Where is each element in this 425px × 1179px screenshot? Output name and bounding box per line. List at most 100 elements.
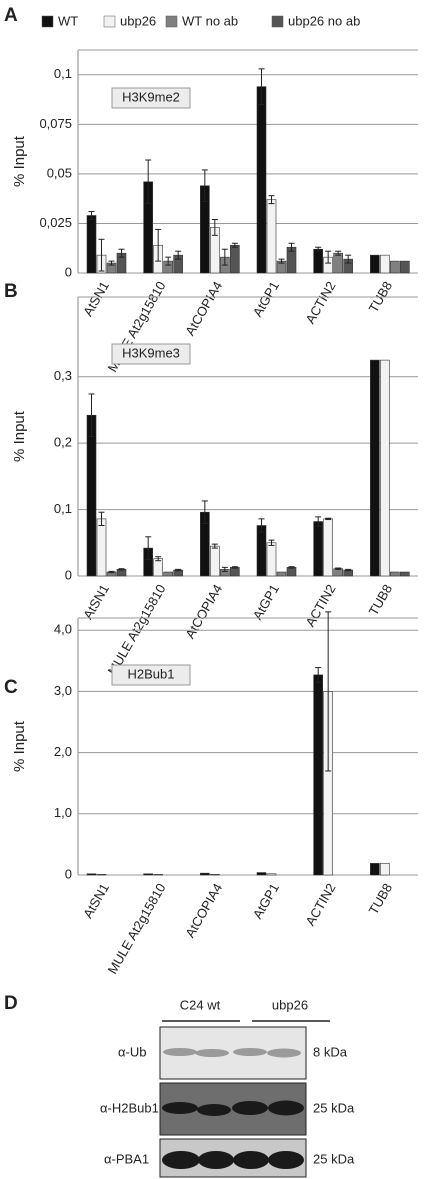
annotation-box	[111, 664, 191, 686]
x-tick-label: AtSN1	[80, 279, 112, 319]
error-bar	[211, 218, 218, 236]
y-tick-label: 0,1	[54, 501, 72, 516]
bar	[210, 874, 220, 876]
bands	[163, 1048, 301, 1058]
error-bar	[165, 256, 172, 266]
x-tick-label: ACTIN2	[302, 582, 338, 630]
size-label: 25 kDa	[313, 1151, 355, 1166]
y-tick-label: 4,0	[54, 622, 72, 637]
bar	[286, 567, 297, 577]
bar	[276, 571, 287, 577]
y-axis-label: % Input	[11, 410, 28, 462]
x-tick-label: MULE At2g15810	[105, 881, 169, 977]
legend-label: WT	[58, 13, 78, 28]
bar	[323, 518, 333, 577]
error-bar	[155, 556, 162, 562]
error-bar	[335, 567, 342, 570]
error-bar	[201, 169, 208, 203]
error-bar	[288, 242, 295, 252]
bar	[390, 571, 400, 577]
error-bar	[211, 543, 218, 549]
error-bar	[325, 611, 332, 772]
bar	[210, 545, 220, 577]
y-tick-label: 0,1	[54, 66, 72, 81]
panel-label: D	[4, 993, 18, 1014]
y-tick-label: 0,05	[47, 165, 72, 180]
error-bar	[345, 254, 352, 264]
error-bar	[288, 566, 295, 569]
annotation: H2Bub1	[128, 666, 175, 681]
error-bar	[175, 568, 182, 572]
error-bar	[221, 248, 228, 266]
x-tick-label: AtGP1	[250, 881, 282, 922]
size-label: 25 kDa	[313, 1100, 355, 1115]
column-label: C24 wt	[180, 997, 221, 1012]
y-tick-label: 0,025	[39, 215, 72, 230]
error-bar	[145, 536, 152, 560]
panel-label: B	[4, 281, 18, 302]
bar	[200, 872, 210, 876]
error-bar	[155, 228, 162, 262]
y-tick-label: 0	[65, 866, 72, 881]
error-bar	[88, 211, 95, 220]
bar	[256, 525, 267, 577]
y-tick-label: 0	[65, 264, 72, 279]
x-tick-label: AtCOPIA4	[182, 582, 225, 641]
error-bar	[201, 500, 208, 525]
x-tick-label: TUB8	[366, 582, 396, 618]
antibody-label: α-H2Bub1	[100, 1100, 159, 1115]
error-bar	[268, 539, 275, 546]
error-bar	[88, 393, 95, 437]
annotation: H3K9me2	[122, 89, 180, 104]
y-axis-label: % Input	[11, 135, 28, 187]
bar	[380, 359, 390, 577]
x-tick-label: AtCOPIA4	[182, 881, 225, 940]
legend-label: ubp26 no ab	[288, 13, 360, 28]
bar	[230, 244, 240, 274]
panel-label: A	[4, 5, 18, 26]
x-tick-label: ACTIN2	[302, 279, 338, 327]
bar	[86, 215, 97, 274]
x-tick-label: AtSN1	[80, 582, 112, 622]
error-bar	[315, 516, 322, 527]
x-tick-label: AtGP1	[250, 582, 282, 623]
error-bar	[231, 242, 238, 248]
bar	[86, 873, 97, 876]
bar	[370, 254, 380, 274]
error-bar	[221, 566, 228, 572]
bar	[400, 571, 410, 577]
error-bar	[325, 250, 332, 264]
x-tick-label: TUB8	[366, 881, 396, 917]
annotation: H3K9me3	[122, 345, 180, 360]
x-tick-label: MULE At2g15810	[105, 582, 169, 678]
y-tick-label: 0,3	[54, 368, 72, 383]
bar	[163, 571, 173, 577]
y-tick-label: 2,0	[54, 744, 72, 759]
error-bar	[98, 238, 105, 272]
error-bar	[258, 68, 265, 106]
x-tick-label: ACTIN2	[302, 881, 338, 929]
bar	[86, 414, 97, 577]
bar	[266, 199, 277, 274]
error-bar	[315, 246, 322, 252]
bar	[313, 674, 323, 876]
y-tick-label: 0	[65, 567, 72, 582]
y-tick-label: 1,0	[54, 805, 72, 820]
error-bar	[231, 566, 238, 569]
antibody-label: α-Ub	[118, 1044, 146, 1059]
error-bar	[315, 667, 322, 683]
error-bar	[278, 258, 285, 264]
bar	[313, 521, 323, 577]
error-bar	[145, 159, 152, 205]
bar	[370, 359, 380, 577]
y-tick-label: 3,0	[54, 683, 72, 698]
panel-label: C	[4, 677, 18, 698]
error-bar	[98, 511, 105, 527]
bar	[380, 254, 390, 274]
error-bar	[108, 260, 115, 266]
bar	[266, 873, 277, 876]
bar	[390, 260, 400, 274]
legend-swatch	[41, 15, 54, 28]
error-bar	[108, 570, 115, 574]
